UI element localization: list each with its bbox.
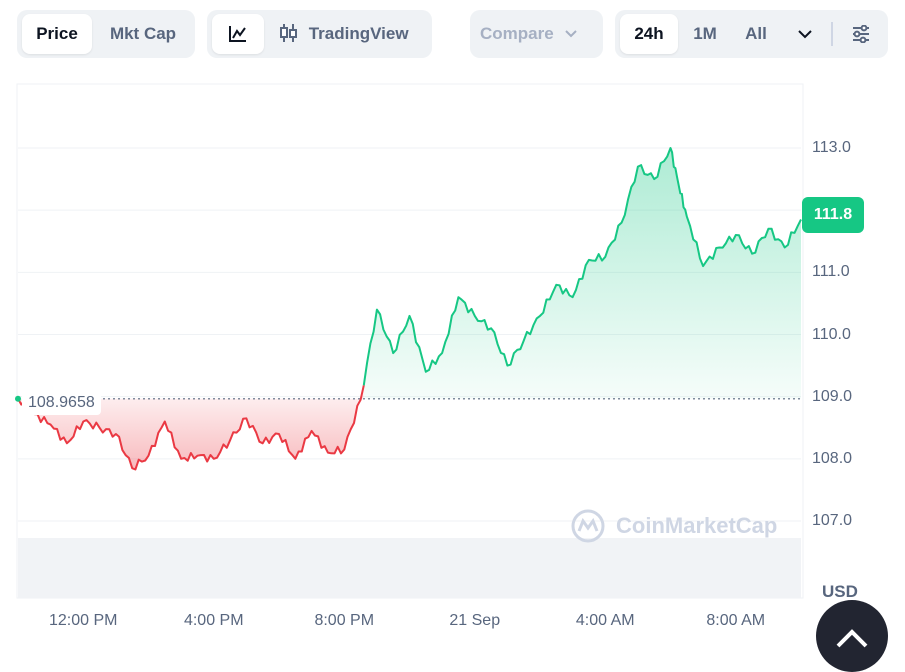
tradingview-button[interactable]: TradingView [272,14,427,54]
reference-price-label: 108.9658 [22,391,101,415]
y-tick-label: 108.0 [812,449,853,467]
line-chart-icon [229,26,246,42]
current-price-badge: 111.8 [802,197,864,233]
x-tick-label: 21 Sep [449,612,501,629]
watermark-text: CoinMarketCap [616,513,778,538]
start-point [15,395,21,402]
chevron-down-icon [565,30,578,38]
scroll-top-button[interactable] [816,600,888,672]
x-tick-label: 4:00 AM [575,612,635,629]
price-line-up [362,147,802,386]
chart-settings-button[interactable] [841,14,881,54]
chevron-up-icon [836,629,868,648]
range-1m-tab[interactable]: 1M [693,24,717,43]
watermark: CoinMarketCap [570,508,777,544]
range-more-button[interactable] [787,14,823,54]
mktcap-tab[interactable]: Mkt Cap [109,24,177,43]
currency-label: USD [822,582,858,601]
price-line-down [17,385,365,471]
up-area-fill [363,148,801,399]
toolbar-divider [831,22,833,46]
x-tick-label: 12:00 PM [49,612,118,629]
y-tick-label: 107.0 [812,512,853,529]
range-all-tab[interactable]: All [745,24,767,43]
price-tab[interactable]: Price [22,14,92,54]
x-tick-label: 8:00 AM [706,612,766,629]
price-chart[interactable] [0,0,905,646]
y-tick-label: 111.0 [812,263,850,281]
candlestick-icon [280,24,297,43]
compare-label: Compare [480,14,595,54]
compare-dropdown[interactable]: Compare [470,10,603,58]
time-range-toggle: 24h 1M All [615,10,888,58]
y-tick-label: 113.0 [812,139,851,156]
sliders-icon [853,24,869,44]
y-tick-label: 109.0 [812,387,853,405]
range-24h-tab[interactable]: 24h [620,14,678,54]
down-area-fill [18,385,364,470]
x-tick-label: 4:00 PM [183,612,244,629]
y-tick-label: 110.0 [812,325,851,343]
coinmarketcap-logo-icon [571,509,605,543]
chevron-down-icon [798,30,812,39]
line-chart-button[interactable] [212,14,264,54]
tradingview-label: TradingView [308,24,409,43]
price-mktcap-toggle: Price Mkt Cap [17,10,195,58]
x-tick-label: 8:00 PM [314,612,375,629]
chart-type-toggle: TradingView [207,10,432,58]
volume-area [18,538,801,598]
